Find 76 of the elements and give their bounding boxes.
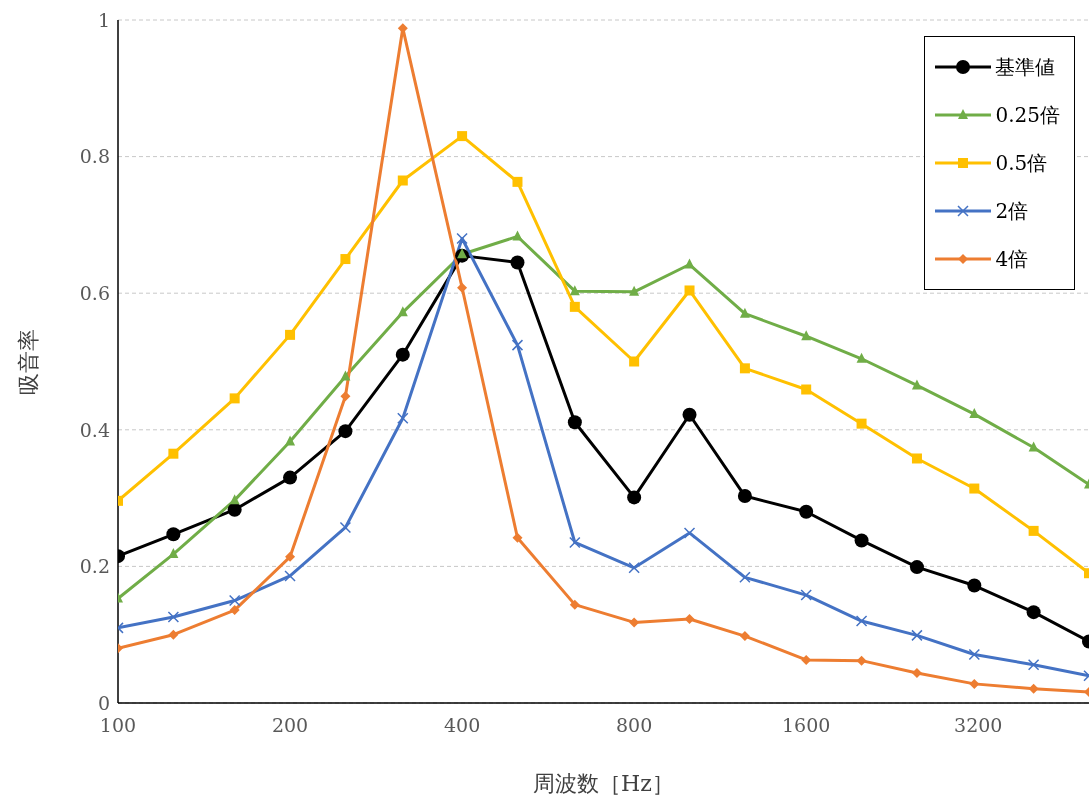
point	[284, 570, 296, 582]
point	[856, 655, 867, 666]
x-tick-label: 200	[271, 714, 309, 737]
point	[229, 494, 240, 505]
y-tick-label: 0.8	[79, 145, 110, 168]
point	[968, 648, 981, 661]
point	[397, 412, 409, 424]
x-axis-title: 周波数［Hz］	[533, 771, 674, 796]
point	[569, 599, 580, 610]
point	[512, 176, 523, 187]
point	[569, 536, 581, 549]
point	[397, 306, 408, 317]
point	[457, 248, 468, 259]
point	[911, 667, 922, 678]
point	[457, 282, 468, 293]
point	[339, 521, 352, 534]
x-tick-label: 1600	[782, 714, 831, 737]
y-axis-title: 吸音率	[15, 328, 41, 395]
point	[856, 418, 867, 429]
legend-label: 0.25倍	[995, 101, 1060, 129]
point	[739, 571, 751, 584]
point	[457, 131, 468, 142]
y-tick-label: 0.6	[79, 281, 110, 304]
point	[911, 379, 922, 390]
x-tick-label: 400	[443, 714, 481, 737]
point	[909, 560, 924, 575]
point	[739, 363, 750, 374]
point	[512, 532, 523, 543]
point	[229, 393, 240, 404]
point	[456, 232, 468, 245]
x-tick-label: 3200	[954, 714, 1003, 737]
point	[397, 175, 408, 186]
point	[227, 502, 242, 517]
point	[683, 527, 696, 539]
legend-label: 0.5倍	[995, 149, 1048, 177]
legend-label: 基準値	[995, 53, 1056, 81]
legend-label: 2倍	[995, 197, 1029, 225]
y-tick-label: 0.2	[79, 555, 110, 578]
point	[856, 352, 867, 363]
point	[228, 594, 241, 607]
point	[969, 483, 980, 494]
legend-label: 4倍	[995, 245, 1029, 273]
point	[338, 424, 353, 439]
point	[911, 453, 922, 464]
point	[684, 613, 695, 624]
point	[737, 489, 752, 504]
y-tick-label: 1	[97, 8, 110, 31]
x-tick-label: 800	[616, 714, 653, 737]
x-tick-label: 100	[99, 714, 137, 737]
point	[510, 255, 525, 270]
point	[285, 329, 296, 340]
point	[567, 415, 582, 430]
point	[395, 347, 410, 362]
point	[969, 678, 980, 689]
y-tick-label: 0.4	[79, 418, 110, 441]
point	[911, 629, 923, 642]
point	[855, 615, 868, 627]
point	[340, 391, 351, 402]
point	[739, 307, 750, 318]
point	[511, 339, 524, 351]
y-tick-label: 0	[97, 691, 110, 714]
point	[285, 435, 296, 446]
point	[512, 230, 523, 241]
point	[684, 285, 695, 296]
point	[682, 407, 697, 422]
point	[229, 605, 240, 616]
point	[967, 578, 982, 593]
point	[684, 258, 695, 269]
point	[569, 301, 580, 312]
point	[854, 533, 869, 548]
point	[340, 370, 351, 381]
point	[340, 254, 351, 265]
point	[569, 285, 580, 296]
point	[285, 551, 296, 562]
point	[283, 470, 298, 485]
point	[739, 631, 750, 642]
